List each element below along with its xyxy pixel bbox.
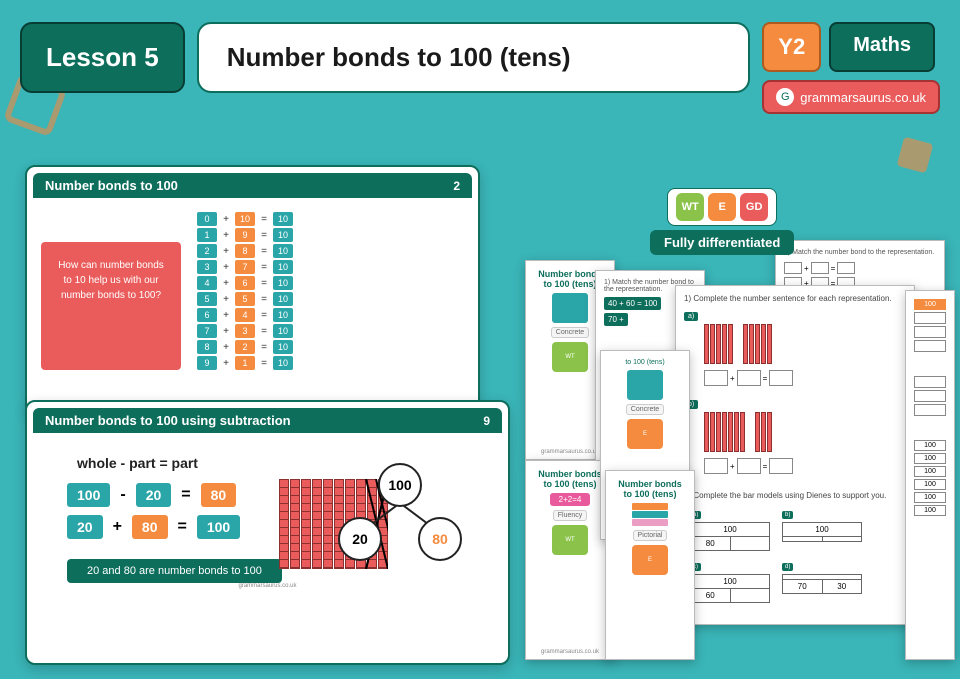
- worksheet-right-strip: 100 100 100 100 100 100 100: [905, 290, 955, 660]
- concrete-label: Concrete: [626, 404, 664, 415]
- hundred-cell: 100: [914, 299, 946, 310]
- bond-row: 3+7=10: [197, 260, 293, 274]
- e-mini-icon: E: [627, 419, 663, 449]
- eq-cell: 80: [201, 483, 237, 507]
- site-logo-icon: G: [776, 88, 794, 106]
- ws-title: Number bonds to 100 (tens): [614, 479, 686, 499]
- bg-shape: [897, 137, 934, 174]
- bond-row: 1+9=10: [197, 228, 293, 242]
- bonds-table: 0+10=10 1+9=10 2+8=10 3+7=10 4+6=10 5+5=10 6+4…: [197, 212, 293, 370]
- answer-pill: 20 and 80 are number bonds to 100: [67, 559, 282, 583]
- slide-1: Number bonds to 100 2 How can number bon…: [25, 165, 480, 415]
- slide-2: Number bonds to 100 using subtraction 9 …: [25, 400, 510, 665]
- bond-row: 7+3=10: [197, 324, 293, 338]
- slide-2-page: 9: [483, 414, 490, 428]
- eq-pill: 70 +: [604, 313, 628, 326]
- part-whole-model: 100 20 80: [338, 463, 468, 573]
- slide-1-header: Number bonds to 100 2: [33, 173, 472, 198]
- ws-title: to 100 (tens): [609, 359, 681, 366]
- worksheet-main: 1) Complete the number sentence for each…: [675, 285, 915, 625]
- header: Lesson 5 Number bonds to 100 (tens) Y2 M…: [20, 22, 940, 114]
- bar-model: d) 7030: [782, 561, 862, 598]
- slide-1-page: 2: [453, 179, 460, 193]
- wt-mini-icon: WT: [552, 342, 588, 372]
- bar-model: c) 100 60: [690, 561, 770, 607]
- worksheets-cluster: 1) Match the number bond to the represen…: [525, 240, 945, 670]
- year-badge: Y2: [762, 22, 821, 72]
- worksheet-col-5: Number bonds to 100 (tens) Pictorial E: [605, 470, 695, 660]
- differentiation-label: Fully differentiated: [650, 230, 794, 255]
- fluency-eq: 2+2=4: [550, 493, 590, 506]
- eq-cell: 100: [67, 483, 110, 507]
- equals-op: =: [178, 518, 187, 536]
- eq-cell: 80: [132, 515, 168, 539]
- slide-footer: grammarsaurus.co.uk: [238, 583, 296, 589]
- e-mini-icon: E: [632, 545, 668, 575]
- bond-row: 4+6=10: [197, 276, 293, 290]
- wt-icon: WT: [676, 193, 704, 221]
- wt-mini-icon: WT: [552, 525, 588, 555]
- ws-instruction: 2) Complete the bar models using Dienes …: [684, 491, 906, 500]
- eq-cell: 20: [67, 515, 103, 539]
- slide-2-header: Number bonds to 100 using subtraction 9: [33, 408, 502, 433]
- eq-cell: 20: [136, 483, 172, 507]
- bond-row: 6+4=10: [197, 308, 293, 322]
- header-badges: Y2 Maths G grammarsaurus.co.uk: [762, 22, 940, 114]
- bar-model: a) 100 80: [690, 509, 770, 555]
- bond-row: 8+2=10: [197, 340, 293, 354]
- pw-whole: 100: [378, 463, 422, 507]
- page-title: Number bonds to 100 (tens): [197, 22, 751, 93]
- pw-part2: 80: [418, 517, 462, 561]
- e-icon: E: [708, 193, 736, 221]
- fluency-label: Fluency: [553, 510, 588, 521]
- ws-footer: grammarsaurus.co.uk: [541, 449, 599, 455]
- bond-row: 2+8=10: [197, 244, 293, 258]
- subject-badge: Maths: [829, 22, 935, 72]
- minus-op: -: [120, 486, 125, 504]
- bond-row: 5+5=10: [197, 292, 293, 306]
- site-badge: G grammarsaurus.co.uk: [762, 80, 940, 114]
- slide-2-title: Number bonds to 100 using subtraction: [45, 413, 291, 428]
- site-url-label: grammarsaurus.co.uk: [800, 90, 926, 105]
- bar-model: b) 100: [782, 509, 862, 546]
- question-box: How can number bonds to 10 help us with …: [41, 242, 181, 370]
- pw-part1: 20: [338, 517, 382, 561]
- equals-op: =: [181, 486, 190, 504]
- differentiation-badge: WT E GD Fully differentiated: [650, 188, 794, 255]
- lesson-badge: Lesson 5: [20, 22, 185, 93]
- bond-row: 9+1=10: [197, 356, 293, 370]
- plus-op: +: [113, 518, 122, 536]
- slide-1-title: Number bonds to 100: [45, 178, 178, 193]
- ws-title: Number bonds to 100 (tens): [534, 469, 606, 489]
- gd-icon: GD: [740, 193, 768, 221]
- eq-cell: 100: [197, 515, 240, 539]
- ws-instruction: 1) Complete the number sentence for each…: [684, 294, 906, 303]
- eq-pill: 40 + 60 = 100: [604, 297, 661, 310]
- bond-row: 0+10=10: [197, 212, 293, 226]
- ws-instruction: 1) Match the number bond to the represen…: [784, 249, 936, 256]
- ws-footer: grammarsaurus.co.uk: [541, 649, 599, 655]
- pictorial-label: Pictorial: [633, 530, 668, 541]
- concrete-label: Concrete: [551, 327, 589, 338]
